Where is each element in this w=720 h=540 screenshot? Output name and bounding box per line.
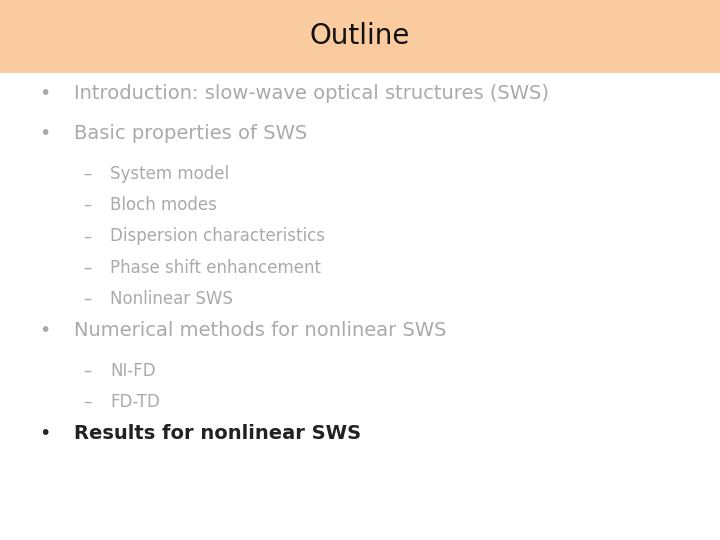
Text: Results for nonlinear SWS: Results for nonlinear SWS xyxy=(74,424,361,443)
Text: Introduction: slow-wave optical structures (SWS): Introduction: slow-wave optical structur… xyxy=(74,84,549,103)
Text: –: – xyxy=(83,165,91,183)
Text: System model: System model xyxy=(110,165,229,183)
Text: Numerical methods for nonlinear SWS: Numerical methods for nonlinear SWS xyxy=(74,321,446,340)
Text: Basic properties of SWS: Basic properties of SWS xyxy=(74,124,307,143)
FancyBboxPatch shape xyxy=(0,0,720,73)
Text: Dispersion characteristics: Dispersion characteristics xyxy=(110,227,325,245)
Text: Nonlinear SWS: Nonlinear SWS xyxy=(110,290,233,308)
Text: Phase shift enhancement: Phase shift enhancement xyxy=(110,259,321,276)
Text: Bloch modes: Bloch modes xyxy=(110,196,217,214)
Text: FD-TD: FD-TD xyxy=(110,393,160,411)
Text: –: – xyxy=(83,362,91,380)
Text: Outline: Outline xyxy=(310,23,410,50)
Text: –: – xyxy=(83,259,91,276)
Text: •: • xyxy=(40,124,51,143)
Text: –: – xyxy=(83,290,91,308)
Text: –: – xyxy=(83,196,91,214)
Text: –: – xyxy=(83,227,91,245)
Text: •: • xyxy=(40,321,51,340)
Text: –: – xyxy=(83,393,91,411)
Text: NI-FD: NI-FD xyxy=(110,362,156,380)
Text: •: • xyxy=(40,424,51,443)
Text: •: • xyxy=(40,84,51,103)
